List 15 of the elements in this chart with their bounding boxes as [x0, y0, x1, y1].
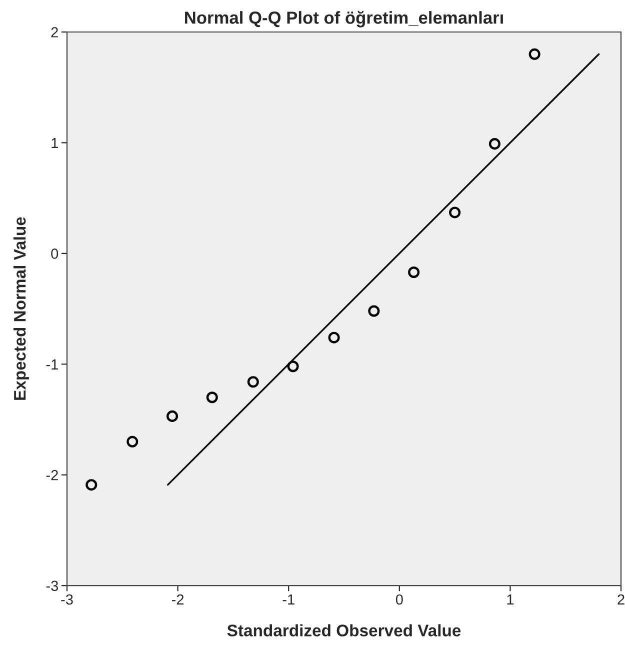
x-tick-label: 1 [507, 594, 514, 604]
y-axis-title: Expected Normal Value [14, 217, 30, 400]
y-tick-label: 2 [51, 27, 58, 38]
x-tick-label: -3 [61, 594, 73, 605]
y-tick-label: 1 [52, 138, 58, 148]
y-tick-label: -3 [46, 580, 58, 592]
y-tick-label: -2 [46, 470, 58, 480]
chart-title: Normal Q-Q Plot of öğretim_elemanları [185, 10, 503, 28]
y-tick-label: -1 [46, 359, 58, 370]
x-tick-label: 2 [618, 594, 624, 604]
y-tick-label: 0 [51, 248, 58, 259]
x-tick-label: 0 [396, 594, 403, 605]
x-tick-label: -1 [282, 594, 294, 604]
x-tick-label: -2 [172, 594, 184, 604]
x-axis-title: Standardized Observed Value [227, 624, 461, 636]
